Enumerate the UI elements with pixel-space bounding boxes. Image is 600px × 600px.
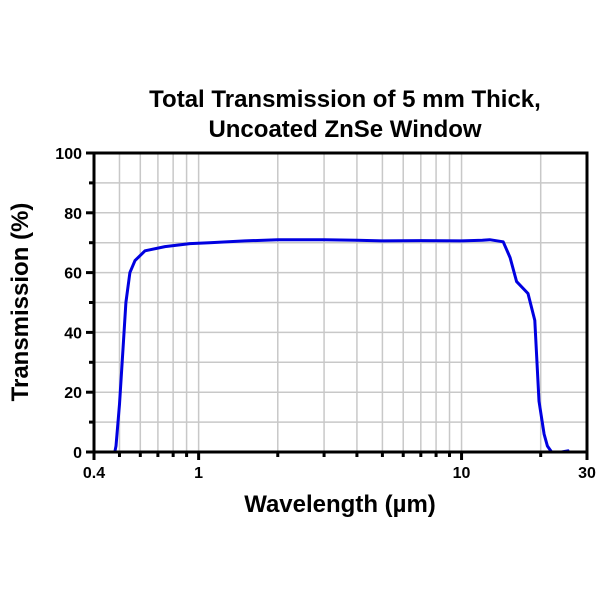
x-axis-tick-labels: 0.4 1 10 30 [83,465,596,482]
transmission-curve [92,238,570,454]
y-tick-label: 100 [55,146,82,163]
x-tick-label: 0.4 [83,465,105,482]
plot-area [92,238,570,454]
chart-title-line-1: Total Transmission of 5 mm Thick, [149,86,541,113]
chart-title: Total Transmission of 5 mm Thick, Uncoat… [149,86,541,143]
x-tick-label: 1 [194,465,203,482]
y-axis-label: Transmission (%) [7,203,34,402]
chart-title-line-2: Uncoated ZnSe Window [208,116,481,143]
x-axis-label: Wavelength (µm) [244,491,436,518]
y-tick-label: 80 [64,206,82,223]
y-tick-label: 20 [64,385,82,402]
x-tick-label: 10 [453,465,471,482]
y-tick-label: 60 [64,266,82,283]
y-tick-label: 0 [73,445,82,462]
gridlines [94,153,587,452]
y-tick-label: 40 [64,325,82,342]
y-axis-tick-labels: 0 20 40 60 80 100 [55,146,82,462]
axis-ticks [86,151,589,460]
x-tick-label: 30 [578,465,596,482]
